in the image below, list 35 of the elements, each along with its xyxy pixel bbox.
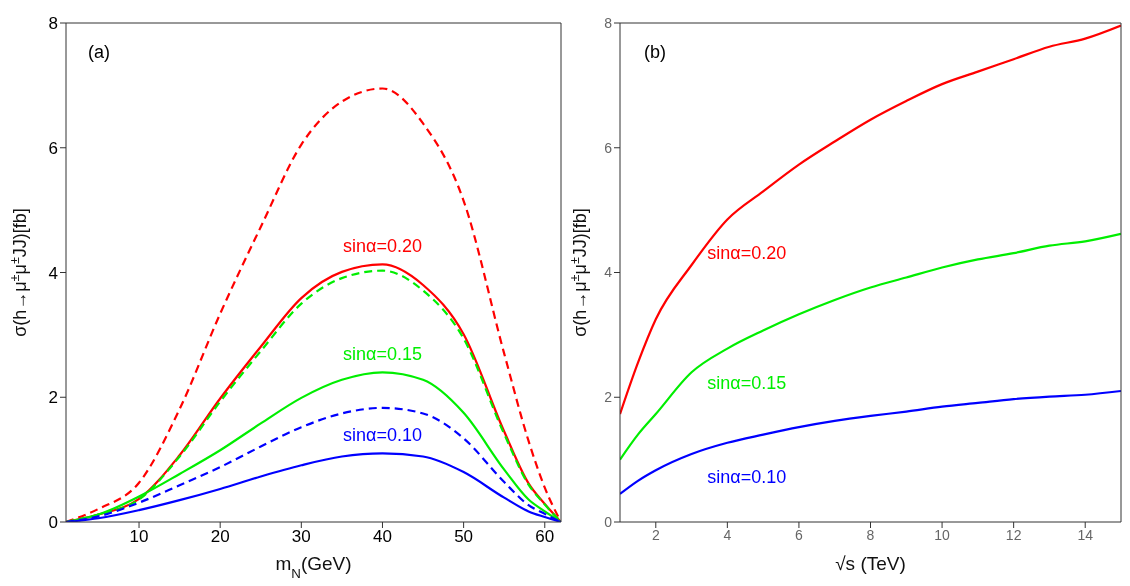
y-tick-label: 2 [48, 388, 58, 408]
series-label: sinα=0.20 [342, 236, 422, 257]
x-axis-title: √s (TeV) [835, 553, 906, 574]
x-axis-title: m$_{N}$(GeV) [275, 553, 352, 581]
y-tick-label: 0 [604, 513, 613, 530]
x-tick-label: 20 [210, 527, 230, 547]
x-tick-label: 30 [291, 527, 311, 547]
y-tick-label: 6 [48, 138, 58, 158]
x-tick-label: 2 [651, 526, 660, 543]
y-tick-label: 0 [48, 513, 58, 533]
annotation: (b) [644, 42, 666, 63]
line-series [620, 389, 1121, 496]
line-series [620, 232, 1121, 461]
x-tick-label: 10 [129, 527, 149, 547]
series-label: sinα=0.15 [707, 372, 787, 393]
y-tick-label: 4 [604, 264, 613, 281]
series-label: sinα=0.20 [707, 243, 787, 264]
x-tick-label: 12 [1005, 526, 1022, 543]
series-label: sinα=0.10 [342, 425, 422, 446]
x-tick-label: 6 [795, 526, 804, 543]
x-tick-label: 4 [723, 526, 732, 543]
x-tick-label: 10 [934, 526, 951, 543]
x-tick-label: 40 [373, 527, 392, 547]
x-tick-label: 8 [866, 526, 875, 543]
y-tick-label: 2 [604, 389, 613, 406]
series-label: sinα=0.15 [342, 344, 422, 365]
x-tick-label: 60 [535, 527, 555, 547]
series-label: sinα=0.10 [707, 466, 787, 487]
x-tick-label: 50 [454, 527, 474, 547]
annotation: (a) [88, 42, 110, 63]
y-tick-label: 8 [48, 14, 58, 34]
y-tick-label: 4 [48, 263, 58, 283]
y-tick-label: 6 [604, 139, 613, 156]
y-tick-label: 8 [604, 14, 613, 31]
x-tick-label: 14 [1077, 526, 1094, 543]
